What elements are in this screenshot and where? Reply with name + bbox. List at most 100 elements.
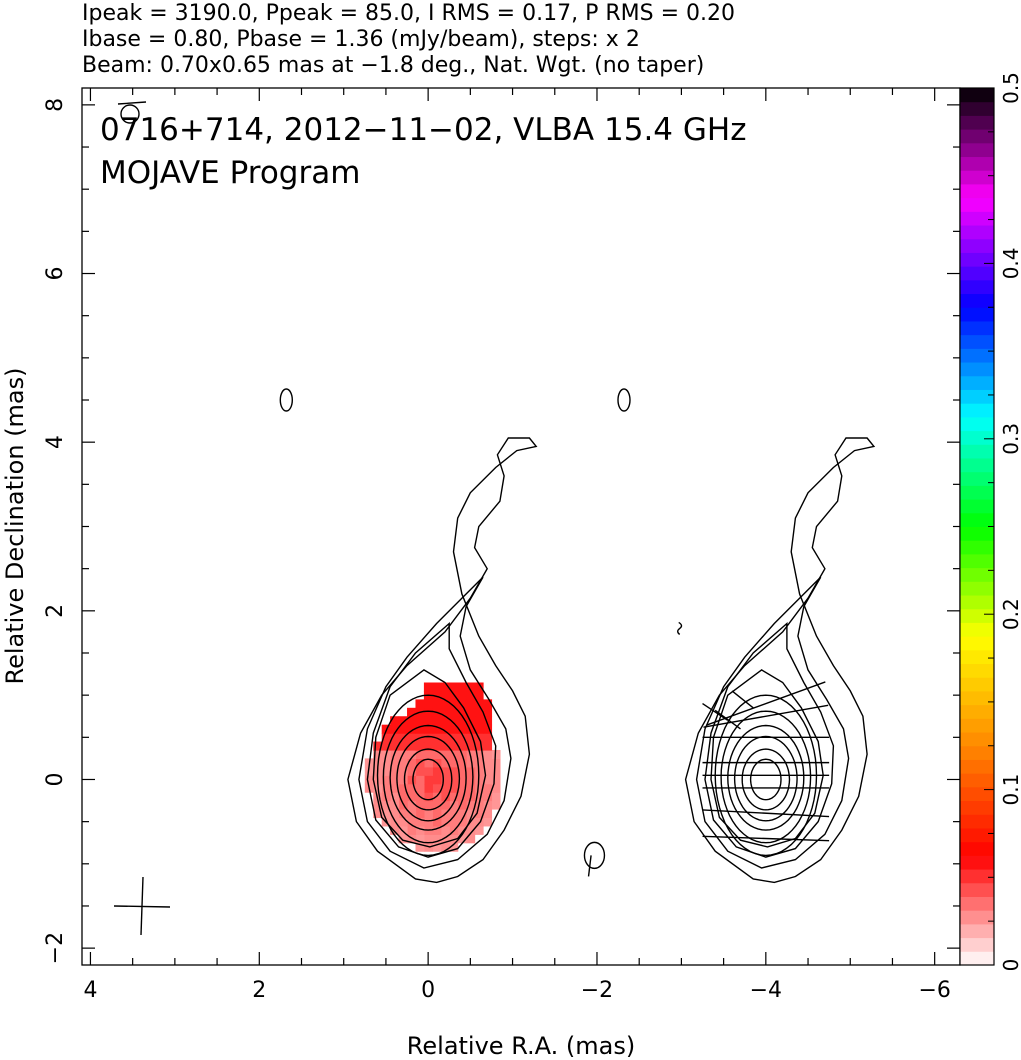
chart-subtitle: MOJAVE Program [100,155,360,191]
contour-blob-c [120,104,140,124]
colorbar-tick-labels: 0 0.1 0.2 0.3 0.4 0.5 [999,72,1021,971]
pol-pixel [390,783,400,793]
pol-pixel [432,775,442,785]
pol-pixel [457,800,467,810]
colorbar-cell [960,636,994,651]
header-line-3: Beam: 0.70x0.65 mas at −1.8 deg., Nat. W… [82,53,704,78]
pol-pixel [440,800,450,810]
pol-pixel [474,783,484,793]
pol-pixel [457,766,467,776]
pol-pixel [432,690,442,700]
pol-pixel [423,817,433,827]
pol-pixel [457,825,467,835]
pol-pixel [423,741,433,751]
colorbar-cell [960,430,994,445]
pol-pixel [407,716,417,726]
contour-blob-c-tail [117,101,147,105]
pol-pixel [407,783,417,793]
pol-pixel [440,716,450,726]
pol-pixel [474,817,484,827]
plot-frame [81,87,961,966]
x-tick-label: 2 [252,978,266,1003]
contour-right-5 [720,710,812,844]
x-tick-label: −2 [581,978,613,1003]
pol-pixel [491,800,501,810]
colorbar-cell [960,827,994,843]
pol-pixel [457,775,467,785]
axis-ticks [82,88,960,965]
colorbar-cell [960,786,994,802]
pol-pixel [415,741,425,751]
pol-pixel [483,707,493,717]
pol-pixel [466,800,476,810]
pol-pixel [457,690,467,700]
colorbar-cell [960,923,994,939]
pol-pixel [432,699,442,709]
pol-pixel [423,766,433,776]
colorbar-cell [960,389,994,404]
pol-pixel [449,808,459,819]
pol-pixel [415,783,425,793]
pol-pixel [407,749,417,759]
pol-pixel [474,792,484,802]
pol-pixel [466,690,476,700]
pol-pixel [440,783,450,793]
pol-pixel [440,682,450,692]
pol-pixel [457,699,467,709]
pol-pixel [381,733,391,743]
pol-pixel [440,817,450,827]
pol-pixel [466,825,476,835]
y-tick-label: 8 [43,98,68,112]
pol-pixel [466,733,476,743]
pol-pixel [474,707,484,717]
pol-pixel [449,783,459,793]
pol-pixel [423,682,433,692]
pol-pixel [398,758,408,768]
pol-pixel [432,749,442,759]
pol-pixel [415,749,425,759]
pol-pixel [390,724,400,734]
colorbar-cell [960,526,994,541]
pol-pixel [407,707,417,717]
colorbar-cell [960,403,994,418]
pol-pixel [466,758,476,768]
pol-pixel [440,741,450,751]
colorbar-cell [960,718,994,733]
pol-pixel [415,775,425,785]
pol-pixel [398,716,408,726]
pol-pixel [449,800,459,810]
evpa-vector [703,704,829,728]
colorbar-cell [960,649,994,665]
pol-pixel [407,792,417,802]
pol-pixel [423,733,433,743]
pol-pixel [407,741,417,751]
pol-pixel [390,792,400,802]
header-line-1: Ipeak = 3190.0, Ppeak = 85.0, I RMS = 0.… [82,1,735,26]
contour-right-3 [710,669,824,848]
colorbar-cell [960,841,994,856]
pol-pixel [364,766,374,776]
colorbar-cell [960,471,994,486]
pol-pixel [432,808,442,819]
y-tick-label: 0 [43,772,68,786]
pol-pixel [474,741,484,751]
pol-pixel [449,792,459,802]
pol-pixel [423,792,433,802]
pol-pixel [423,716,433,726]
pol-pixel [373,749,383,759]
y-tick-label: 6 [43,267,68,281]
pol-pixel [423,775,433,785]
colorbar-cell [960,869,994,884]
pol-pixel [449,682,459,692]
colorbar-cell [960,252,994,267]
pol-pixel [407,758,417,768]
total-intensity-contours-left [117,101,683,884]
evpa-vector [714,709,741,730]
pol-pixel [440,825,450,835]
pol-pixel [390,800,400,810]
pol-pixel [407,817,417,827]
pol-pixel [491,792,501,802]
pol-pixel [373,800,383,810]
pol-pixel [483,716,493,726]
